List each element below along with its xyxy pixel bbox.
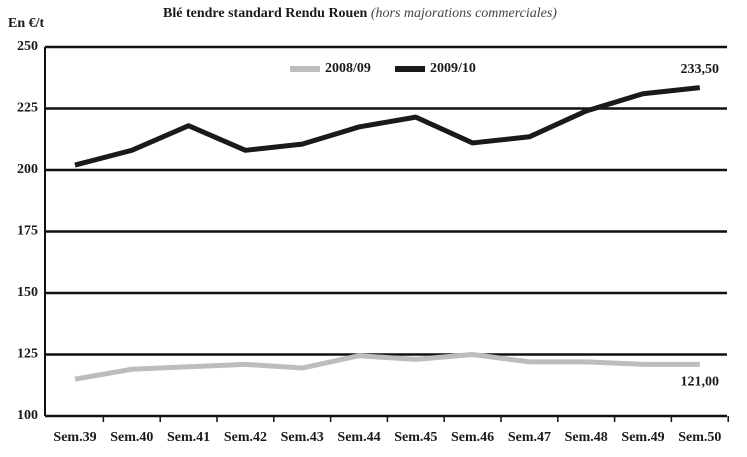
title-note: (hors majorations commerciales) [371, 6, 557, 21]
x-tick-label: Sem.50 [678, 430, 721, 445]
y-axis-label: En €/t [8, 16, 45, 31]
x-tick-label: Sem.49 [621, 430, 664, 445]
data-label: 233,50 [681, 62, 720, 77]
x-tick-label: Sem.44 [337, 430, 380, 445]
x-tick-label: Sem.43 [281, 430, 324, 445]
x-tick-label: Sem.41 [167, 430, 210, 445]
x-tick-label: Sem.47 [508, 430, 551, 445]
x-tick-label: Sem.42 [224, 430, 267, 445]
y-tick-label: 200 [17, 162, 38, 177]
series-line [74, 352, 700, 382]
data-label: 121,00 [681, 375, 720, 390]
legend-label: 2008/09 [325, 61, 371, 76]
x-tick-label: Sem.39 [53, 430, 96, 445]
x-tick-label: Sem.46 [451, 430, 494, 445]
x-tick-label: Sem.48 [565, 430, 608, 445]
x-tick-label: Sem.45 [394, 430, 437, 445]
y-tick-label: 125 [17, 347, 38, 362]
y-tick-label: 250 [17, 39, 38, 54]
y-tick-label: 175 [17, 224, 38, 239]
chart-title: Blé tendre standard Rendu Rouen (hors ma… [163, 6, 557, 21]
series-line [74, 85, 701, 168]
y-tick-label: 225 [17, 101, 38, 116]
title-main: Blé tendre standard Rendu Rouen [163, 6, 368, 21]
legend-label: 2009/10 [430, 61, 476, 76]
y-tick-label: 100 [17, 408, 38, 423]
x-tick-label: Sem.40 [110, 430, 153, 445]
y-tick-label: 150 [17, 285, 38, 300]
